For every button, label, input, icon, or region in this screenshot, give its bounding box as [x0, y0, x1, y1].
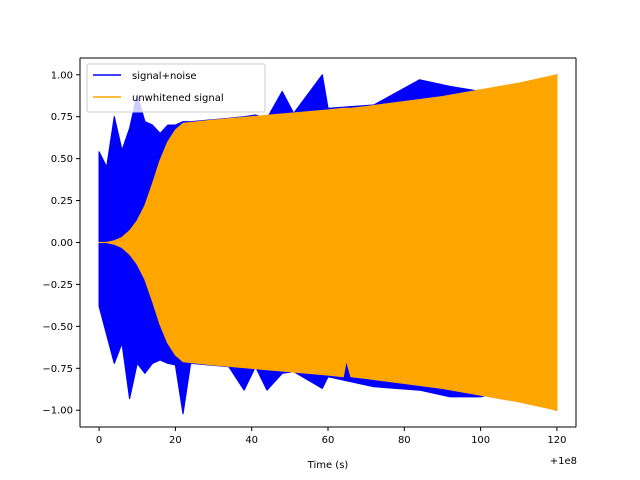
x-tick-label: 80 — [398, 435, 411, 446]
y-tick-label: −0.75 — [42, 364, 73, 375]
x-tick-label: 100 — [471, 435, 490, 446]
x-tick-label: 0 — [96, 435, 102, 446]
x-tick-label: 40 — [245, 435, 258, 446]
y-tick-label: 0.50 — [51, 154, 73, 165]
y-tick-label: 0.75 — [51, 112, 73, 123]
x-axis-offset-label: +1e8 — [550, 456, 577, 467]
y-tick-label: 0.00 — [51, 238, 73, 249]
x-tick-label: 20 — [169, 435, 182, 446]
x-tick-label: 60 — [322, 435, 335, 446]
x-axis-label: Time (s) — [307, 460, 349, 471]
legend-box — [86, 63, 266, 113]
series-unwhitened-signal — [98, 74, 558, 411]
y-tick-label: 0.25 — [51, 196, 73, 207]
y-tick-label: −1.00 — [42, 406, 73, 417]
y-tick-label: −0.50 — [42, 322, 73, 333]
legend: signal+noise unwhitened signal — [86, 63, 266, 113]
y-tick-label: −0.25 — [42, 280, 73, 291]
y-tick-label: 1.00 — [51, 70, 73, 81]
legend-label-unwhitened-signal: unwhitened signal — [132, 93, 224, 104]
plot-area — [98, 74, 558, 415]
legend-label-signal-noise: signal+noise — [132, 71, 197, 82]
axes: 0 20 40 60 80 100 120 −1.00 −0.75 −0.50 −0.25 0.00 0… — [42, 57, 577, 446]
x-tick-label: 120 — [547, 435, 566, 446]
